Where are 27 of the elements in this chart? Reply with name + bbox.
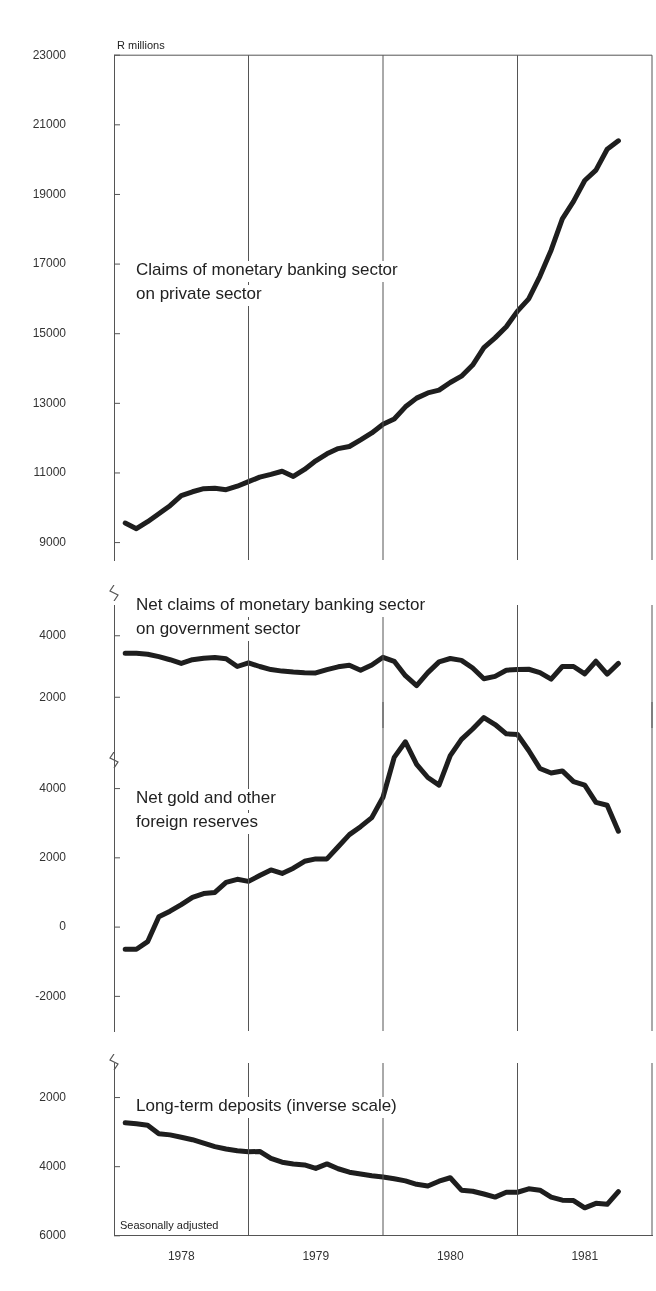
y-tick-label: 4000 xyxy=(39,628,67,643)
text: Net gold and other foreign reserves xyxy=(136,788,277,832)
annotation: Seasonally adjusted xyxy=(120,1219,219,1232)
y-tick-label: 2000 xyxy=(39,850,67,865)
series-label: Net claims of monetary banking sector on government sector xyxy=(136,595,426,639)
y-tick-label: 4000 xyxy=(39,780,67,795)
x-tick-label: 1978 xyxy=(167,1249,195,1264)
y-tick-label: 19000 xyxy=(32,186,67,201)
y-tick-label: 21000 xyxy=(32,117,67,132)
y-tick-label: -2000 xyxy=(35,988,67,1003)
x-tick-label: 1980 xyxy=(436,1249,464,1264)
y-tick-label: 0 xyxy=(59,919,67,934)
x-tick-label: 1981 xyxy=(571,1249,599,1264)
y-axis-title: R millions xyxy=(117,38,166,51)
y-tick-label: 2000 xyxy=(39,1089,67,1104)
y-tick-label: 6000 xyxy=(39,1228,67,1243)
x-tick-label: 1979 xyxy=(302,1249,330,1264)
y-tick-label: 15000 xyxy=(32,326,67,341)
y-tick-label: 13000 xyxy=(32,395,67,410)
y-tick-label: 2000 xyxy=(39,689,67,704)
series-label: Long-term deposits (inverse scale) xyxy=(136,1096,397,1116)
y-tick-label: 11000 xyxy=(33,465,67,480)
y-tick-label: 9000 xyxy=(39,534,67,549)
y-tick-label: 4000 xyxy=(39,1158,67,1173)
text: Claims of monetary banking sector on private sector xyxy=(136,260,399,304)
y-tick-label: 23000 xyxy=(32,47,67,62)
y-tick-label: 17000 xyxy=(32,256,67,271)
